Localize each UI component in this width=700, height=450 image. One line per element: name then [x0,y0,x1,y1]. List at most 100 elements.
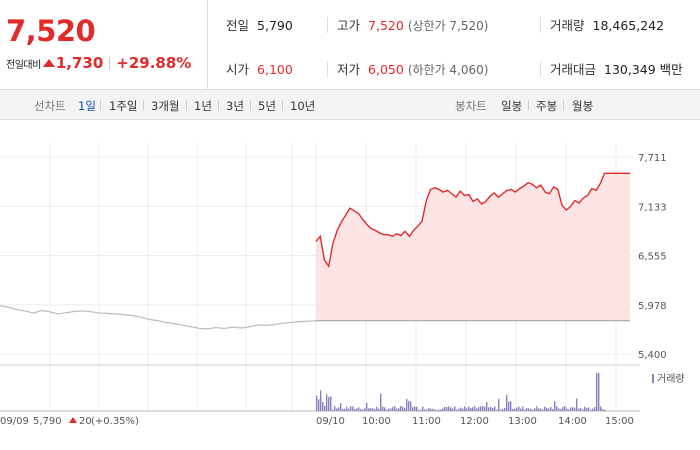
x-tick-label: 09/09 [0,416,29,427]
divider [282,100,283,110]
volume-bar [384,407,386,411]
volume-bar [390,408,392,411]
volume-bar [454,406,456,411]
divider [327,61,328,77]
volume-bar [386,409,388,411]
volume-bar [458,408,460,411]
volume-bar [468,406,470,411]
volume-bar [554,401,556,411]
volume-bar [348,408,350,411]
volume-bar [434,409,436,411]
volume-bar [546,407,548,411]
high-stat: 고가 7,520 (상한가 7,520) [337,15,488,34]
volume-bar [430,408,432,411]
volume-bar [490,406,492,411]
volume-bar [378,408,380,411]
divider [540,17,541,33]
volume-bar [480,406,482,411]
prev-close-label: 전일 [226,18,250,33]
volume-bar [602,409,604,411]
volume-bar [556,406,558,411]
volume-bar [444,406,446,411]
volume-bar [426,409,428,411]
candle-chart-label: 봉차트 [455,99,487,113]
volume-bar [354,409,356,411]
tab-10-years[interactable]: 10년 [290,99,316,113]
volume-bar [326,394,328,411]
volume-bar [370,408,372,411]
volume-bar [358,407,360,411]
volume-bar [576,398,578,411]
volume-bar [532,409,534,411]
volume-bar [482,406,484,411]
x-tick-label: 09/10 [316,416,345,427]
divider [528,100,529,110]
volume-bar [352,406,354,411]
x-tick-label: 14:00 [558,416,587,427]
volume-bar [536,406,538,411]
volume-bar [588,407,590,411]
volume-bar [488,407,490,411]
volume-bar [528,408,530,411]
volume-bar [446,407,448,411]
volume-bar [412,407,414,411]
volume-bar [550,407,552,411]
volume-bar [414,406,416,411]
tab-1-week[interactable]: 1주일 [109,99,138,113]
volume-bar [594,406,596,411]
volume-bar [600,406,602,411]
tab-1-day[interactable]: 1일 [78,99,96,113]
low-value: 6,050 [368,62,404,77]
tab-1-year[interactable]: 1년 [194,99,212,113]
prev-close-stat: 전일 5,790 [226,15,293,34]
volume-bar [442,408,444,411]
tab-3-months[interactable]: 3개월 [151,99,180,113]
volume-bar [436,409,438,411]
volume-bar [530,408,532,411]
tab-daily-candle[interactable]: 일봉 [501,99,523,113]
volume-bar [388,408,390,411]
volume-bar [432,408,434,411]
volume-bar [538,408,540,411]
tab-weekly-candle[interactable]: 주봉 [536,99,558,113]
prev-day-line [0,305,317,330]
divider [540,61,541,77]
y-tick-label: 6,555 [638,252,667,263]
volume-bar [380,393,382,411]
tab-3-years[interactable]: 3년 [226,99,244,113]
x-tick-label: 10:00 [362,416,391,427]
volume-bar [534,408,536,411]
volume-bar [398,408,400,411]
volume-bar [406,398,408,411]
volume-bar [492,407,494,411]
divider [327,17,328,33]
divider [250,100,251,110]
volume-bar [526,408,528,411]
volume-bar [364,408,366,411]
volume-label: 거래량 [550,18,585,33]
volume-bar [598,373,600,411]
y-tick-label: 7,711 [638,153,667,164]
volume-bar [452,408,454,411]
volume-bar [580,407,582,411]
lower-limit: (하한가 4,060) [407,63,489,77]
volume-bar [456,409,458,411]
volume-bar [474,406,476,411]
volume-bar [340,403,342,411]
volume-bar [574,407,576,411]
volume-bar [596,373,598,411]
open-stat: 시가 6,100 [226,59,293,78]
volume-bar [376,407,378,411]
volume-bar [548,408,550,411]
volume-bar [512,409,514,411]
y-tick-label: 5,400 [638,350,667,361]
change-label: 전일대비 [6,59,41,71]
tab-monthly-candle[interactable]: 월봉 [572,99,594,113]
volume-bar [418,409,420,411]
x-tick-label: 11:00 [412,416,441,427]
volume-bar [462,408,464,411]
volume-bar [560,409,562,411]
volume-bar [420,409,422,411]
tab-5-years[interactable]: 5년 [258,99,276,113]
volume-bar [516,407,518,411]
